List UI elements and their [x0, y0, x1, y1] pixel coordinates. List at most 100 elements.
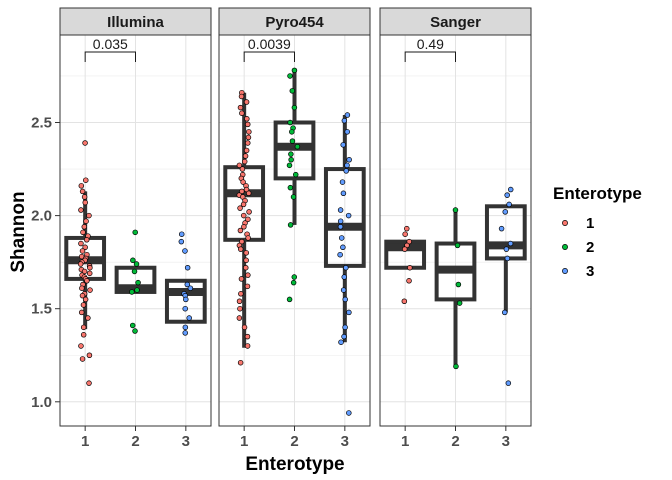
data-point — [341, 333, 347, 340]
data-point — [342, 324, 348, 331]
data-point — [81, 194, 88, 200]
data-point — [246, 209, 252, 215]
data-point — [402, 231, 408, 237]
data-point — [343, 264, 349, 271]
data-point — [81, 268, 88, 275]
x-tick-label: 3 — [182, 433, 190, 450]
data-point — [241, 158, 248, 165]
facet-strip-label: Pyro454 — [265, 14, 324, 31]
data-point — [346, 410, 352, 416]
p-value-label: 0.0039 — [248, 36, 291, 52]
data-point — [239, 166, 246, 172]
data-point — [452, 207, 459, 213]
data-point — [286, 162, 293, 169]
data-point — [86, 270, 93, 277]
data-point — [291, 67, 298, 74]
facet-strip — [218, 7, 371, 36]
data-point — [246, 129, 252, 135]
panel-illumina: 0.035 Illumina 1 2 3 — [59, 7, 212, 450]
legend-item-1: 1 — [562, 215, 594, 232]
data-point — [337, 251, 343, 258]
data-point — [80, 302, 87, 308]
data-point — [504, 255, 511, 262]
data-point — [243, 147, 250, 154]
data-point — [183, 296, 189, 303]
data-point — [245, 140, 251, 146]
data-point — [240, 201, 247, 208]
data-point — [238, 93, 245, 100]
data-point — [236, 162, 243, 169]
x-tick-label: 1 — [401, 433, 409, 450]
data-point — [340, 190, 347, 197]
data-point — [453, 363, 459, 370]
data-point — [407, 264, 413, 271]
data-point — [245, 216, 251, 223]
data-point — [338, 235, 345, 241]
data-point — [184, 281, 191, 288]
data-point — [241, 224, 247, 230]
data-point — [186, 315, 192, 321]
data-point — [243, 257, 249, 264]
data-point — [287, 222, 294, 228]
box-group-2 — [434, 211, 477, 367]
data-point — [290, 194, 297, 200]
data-point — [236, 298, 243, 305]
data-point — [83, 218, 89, 224]
data-point — [237, 359, 244, 366]
data-point — [182, 330, 188, 336]
data-point — [182, 324, 189, 331]
data-point — [130, 257, 136, 264]
data-point — [131, 268, 138, 275]
data-point — [237, 205, 243, 211]
data-point — [244, 116, 250, 122]
data-point — [454, 242, 461, 249]
data-point — [239, 110, 245, 116]
data-point — [291, 274, 298, 280]
x-tick-label: 3 — [341, 433, 349, 450]
data-point — [288, 156, 294, 163]
data-point — [83, 237, 90, 243]
x-tick-label: 2 — [290, 433, 298, 450]
data-point — [82, 140, 88, 146]
data-point — [292, 171, 299, 178]
data-point — [133, 261, 140, 267]
data-point — [187, 285, 194, 291]
legend-title: Enterotype — [553, 184, 642, 203]
data-point — [341, 117, 348, 124]
x-axis-title: Enterotype — [245, 454, 344, 475]
data-point — [343, 168, 349, 174]
box-group-2 — [273, 70, 316, 225]
data-point — [346, 309, 352, 316]
data-point — [342, 296, 348, 303]
legend: Enterotype 1 2 3 — [553, 184, 642, 280]
data-point — [87, 287, 93, 293]
significance-bracket — [84, 51, 136, 62]
data-point — [78, 183, 85, 189]
data-point — [237, 104, 244, 111]
data-point — [237, 227, 244, 234]
facet-strip-label: Illumina — [107, 14, 164, 31]
y-tick-label: 1.5 — [31, 301, 52, 318]
data-point — [501, 309, 508, 316]
data-point — [240, 212, 247, 219]
data-point — [241, 324, 248, 331]
data-point — [79, 248, 86, 254]
panel-sanger: 0.49 Sanger 1 2 3 — [379, 7, 532, 450]
data-point — [503, 246, 510, 252]
data-point — [286, 296, 293, 303]
data-point — [344, 162, 350, 169]
data-point — [289, 88, 296, 94]
data-point — [244, 283, 251, 290]
data-point — [339, 179, 346, 185]
data-point — [294, 143, 301, 150]
data-point — [340, 244, 346, 251]
data-point — [82, 244, 88, 251]
data-point — [184, 264, 191, 271]
x-tick-label: 2 — [451, 433, 459, 450]
data-point — [135, 279, 141, 286]
legend-item-3: 3 — [562, 263, 594, 280]
data-point — [82, 199, 88, 206]
data-point — [129, 322, 136, 329]
data-point — [80, 324, 87, 331]
data-point — [290, 279, 297, 286]
